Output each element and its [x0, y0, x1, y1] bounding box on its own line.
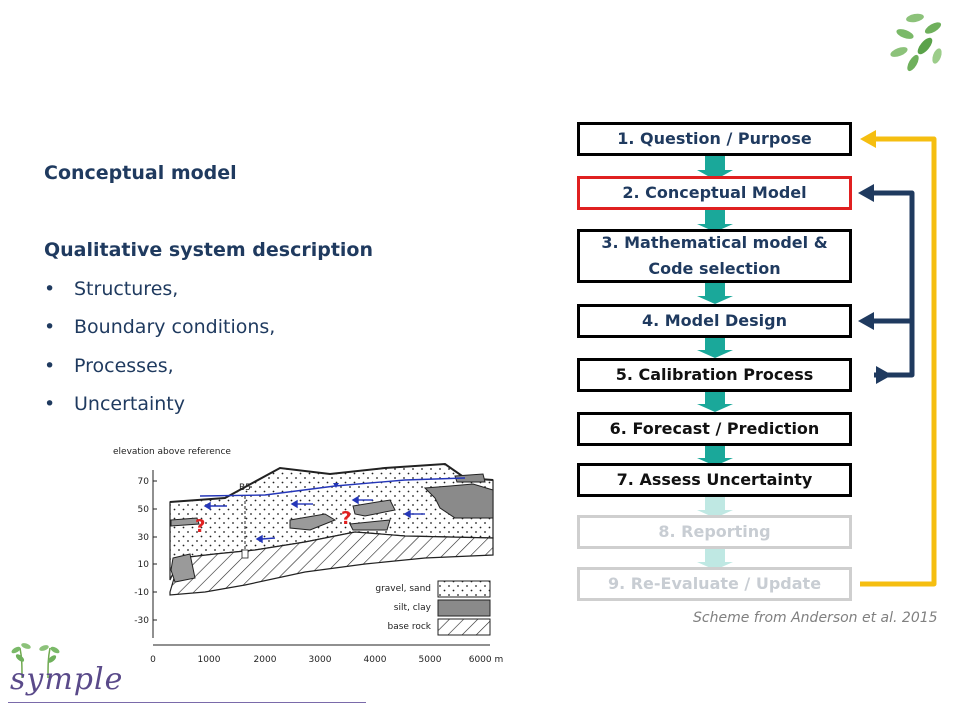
workflow-step-9: 9. Re-Evaluate / Update [577, 567, 852, 601]
feedback-arrows [858, 130, 937, 587]
bullet-item: • Boundary conditions, [44, 316, 276, 338]
x-tick-label: 4000 [364, 655, 387, 665]
legend-swatch-gravel [437, 580, 491, 598]
section-title: Conceptual model [44, 162, 237, 184]
y-tick-label: -30 [134, 616, 149, 626]
figure-caption: Scheme from Anderson et al. 2015 [693, 610, 938, 626]
workflow-step-1: 1. Question / Purpose [577, 122, 852, 156]
bullet-item: • Uncertainty [44, 393, 186, 415]
legend-swatch-clay [437, 599, 491, 617]
subsection-title: Qualitative system description [44, 239, 374, 261]
legend-label: silt, clay [394, 603, 432, 613]
logo-tree-icon [11, 643, 60, 679]
workflow-step-3: 3. Mathematical model & Code selection [577, 229, 852, 283]
flow-arrows [203, 495, 425, 544]
legend-label: gravel, sand [375, 584, 431, 594]
y-tick-label: 10 [138, 560, 150, 570]
bullet-item: • Structures, [44, 278, 179, 300]
x-tick-label: 3000 [309, 655, 332, 665]
bullet-item: • Processes, [44, 355, 174, 377]
workflow-step-2: 2. Conceptual Model [577, 176, 852, 210]
legend-label: base rock [388, 622, 432, 632]
y-tick-label: 50 [138, 505, 150, 515]
well-label: B5 [239, 483, 251, 493]
workflow-connectors [697, 156, 733, 570]
y-tick-label: -10 [134, 588, 149, 598]
legend-swatch-rock [437, 618, 491, 636]
silt-clay-lenses [170, 473, 494, 583]
cross-section-figure: elevation above reference 70 50 30 10 -1… [113, 447, 504, 665]
x-tick-label: 0 [150, 655, 156, 665]
workflow-step-8: 8. Reporting [577, 515, 852, 549]
y-tick-label: 30 [138, 533, 150, 543]
workflow-step-7: 7. Assess Uncertainty [577, 463, 852, 497]
x-tick-label: 5000 [419, 655, 442, 665]
workflow-step-5: 5. Calibration Process [577, 358, 852, 392]
x-tick-label: 2000 [254, 655, 277, 665]
uncertainty-marker: ? [195, 516, 205, 537]
base-rock-layer [170, 532, 493, 595]
workflow-step-4: 4. Model Design [577, 304, 852, 338]
uncertainty-marker: ? [341, 508, 351, 529]
logo-text: symple [10, 662, 124, 697]
figure-title: elevation above reference [113, 447, 231, 457]
y-tick-label: 70 [138, 477, 150, 487]
workflow-step-6: 6. Forecast / Prediction [577, 412, 852, 446]
x-tick-label: 1000 [198, 655, 221, 665]
leaf-decoration-icon [890, 13, 942, 72]
logo-underline [8, 702, 366, 703]
x-tick-label: 6000 m [469, 655, 504, 665]
symple-logo: symple [8, 640, 368, 710]
